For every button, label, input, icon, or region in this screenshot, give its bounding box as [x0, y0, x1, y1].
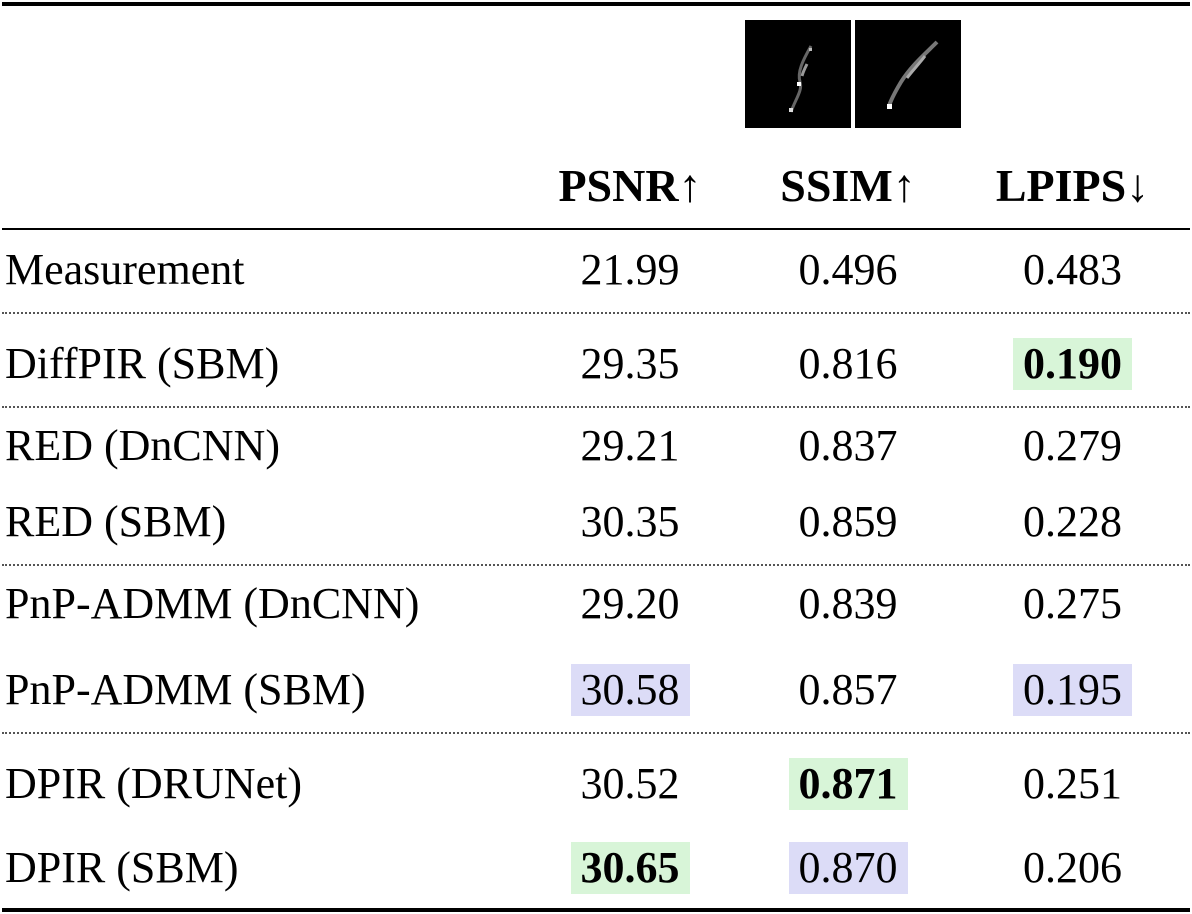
ssim-value: 0.871: [788, 758, 908, 810]
table-bottom-rule: [2, 908, 1190, 912]
ssim-value: 0.870: [788, 842, 908, 894]
ssim-value: 0.859: [798, 497, 898, 546]
ssim-value: 0.857: [798, 665, 898, 714]
method-label: PnP-ADMM (SBM): [5, 665, 366, 714]
ssim-value: 0.839: [798, 579, 898, 628]
lpips-value: 0.195: [1013, 664, 1132, 716]
lpips-value: 0.190: [1013, 338, 1132, 390]
header-lpips: LPIPS↓: [995, 160, 1150, 211]
lpips-value: 0.279: [1023, 421, 1122, 470]
lpips-value: 0.275: [1023, 579, 1122, 628]
psnr-value: 29.21: [580, 421, 680, 470]
method-label: RED (DnCNN): [5, 421, 280, 470]
table-row: Measurement 21.99 0.496 0.483: [0, 240, 1192, 300]
method-label: PnP-ADMM (DnCNN): [5, 579, 420, 628]
method-label: DiffPIR (SBM): [5, 339, 280, 388]
header-rule: [2, 228, 1190, 230]
lpips-value: 0.483: [1023, 245, 1122, 294]
ssim-value: 0.496: [798, 245, 898, 294]
group-separator: [2, 732, 1190, 734]
ssim-value: 0.837: [798, 421, 898, 470]
table-top-rule: [2, 2, 1190, 6]
group-separator: [2, 406, 1190, 408]
psnr-value: 29.35: [580, 339, 680, 388]
psnr-value: 30.35: [580, 497, 680, 546]
kernel-images: [745, 20, 961, 128]
table-row: DiffPIR (SBM) 29.35 0.816 0.190: [0, 334, 1192, 394]
header-psnr: PSNR↑: [558, 160, 702, 211]
blur-kernel-image-2: [855, 20, 961, 128]
method-label: Measurement: [5, 245, 245, 294]
method-label: DPIR (DRUNet): [5, 759, 302, 808]
psnr-value: 29.20: [580, 579, 680, 628]
lpips-value: 0.251: [1023, 759, 1122, 808]
table-row: DPIR (SBM) 30.65 0.870 0.206: [0, 838, 1192, 898]
psnr-value: 30.65: [570, 842, 690, 894]
table-row: RED (SBM) 30.35 0.859 0.228: [0, 492, 1192, 552]
group-separator: [2, 312, 1190, 314]
table-row: RED (DnCNN) 29.21 0.837 0.279: [0, 416, 1192, 476]
lpips-value: 0.228: [1023, 497, 1122, 546]
method-label: RED (SBM): [5, 497, 227, 546]
psnr-value: 30.58: [570, 664, 690, 716]
blur-kernel-image-1: [745, 20, 851, 128]
table-row: PnP-ADMM (DnCNN) 29.20 0.839 0.275: [0, 574, 1192, 634]
lpips-value: 0.206: [1023, 843, 1122, 892]
table-row: DPIR (DRUNet) 30.52 0.871 0.251: [0, 754, 1192, 814]
psnr-value: 21.99: [580, 245, 680, 294]
table-row: PnP-ADMM (SBM) 30.58 0.857 0.195: [0, 660, 1192, 720]
ssim-value: 0.816: [798, 339, 898, 388]
method-label: DPIR (SBM): [5, 843, 239, 892]
header-ssim: SSIM↑: [780, 160, 916, 211]
psnr-value: 30.52: [580, 759, 680, 808]
group-separator: [2, 564, 1190, 566]
